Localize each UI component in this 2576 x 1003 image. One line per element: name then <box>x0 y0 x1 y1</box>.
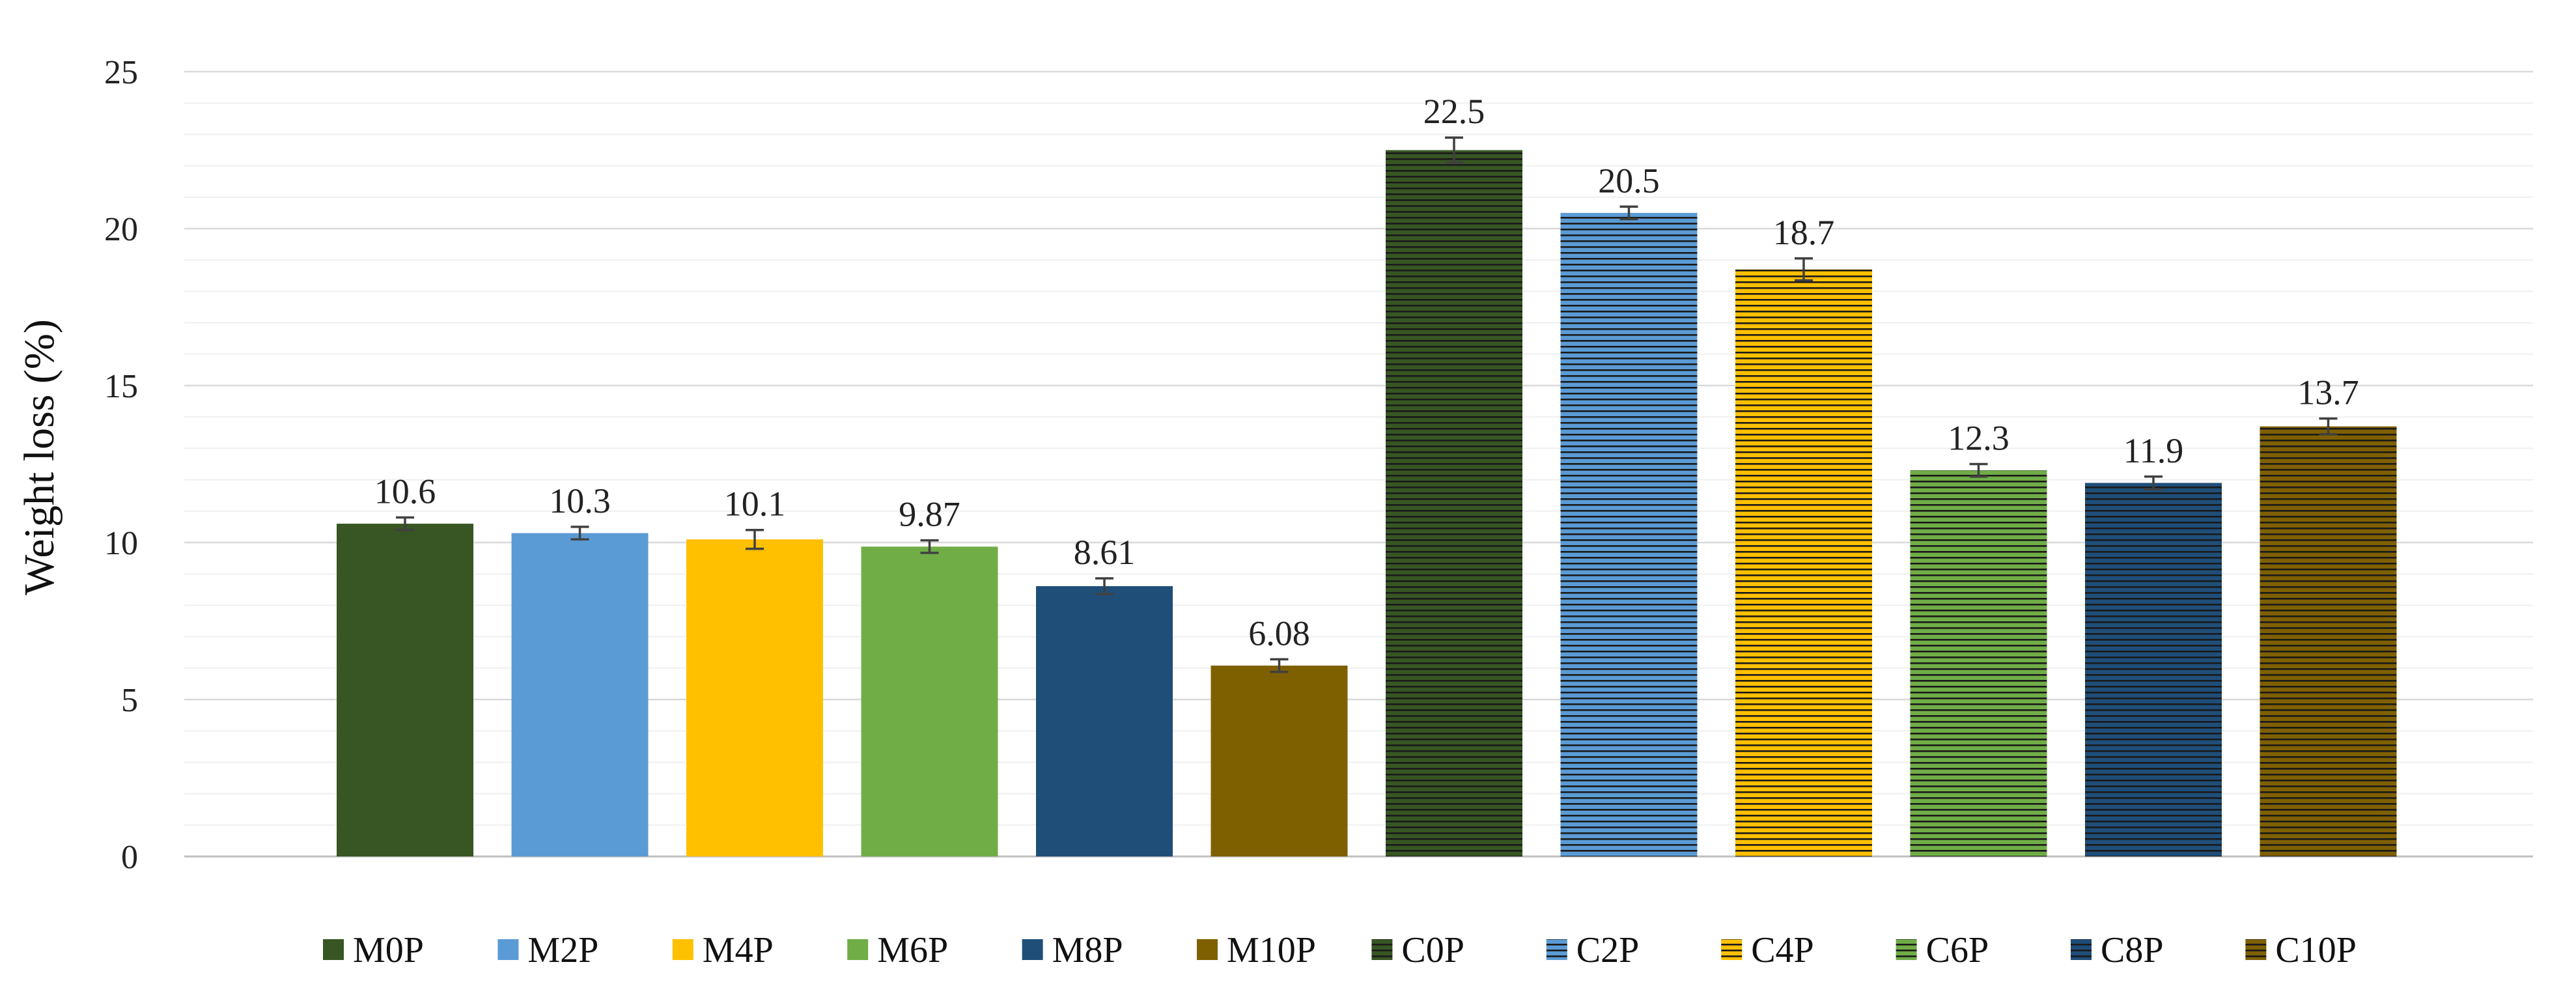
bar-c8p <box>2085 483 2222 856</box>
data-label-m2p: 10.3 <box>549 481 611 520</box>
legend-label: C4P <box>1751 930 1814 970</box>
error-bar-m8p <box>1095 577 1113 595</box>
y-tick-label: 10 <box>104 525 138 562</box>
legend-item-m8p: M8P <box>1022 930 1123 970</box>
error-bar-m2p <box>570 526 589 541</box>
legend-swatch <box>1022 939 1043 960</box>
legend-swatch <box>1546 939 1567 960</box>
legend-label: C2P <box>1576 930 1640 970</box>
data-label-c6p: 12.3 <box>1948 419 2009 458</box>
y-tick-label: 20 <box>104 211 138 248</box>
data-label-c8p: 11.9 <box>2123 431 2184 470</box>
legend-label: M0P <box>353 930 424 970</box>
legend-label: C10P <box>2275 930 2357 970</box>
bar-c10p <box>2260 426 2397 856</box>
data-label-m10p: 6.08 <box>1248 614 1310 653</box>
legend: M0P M2P M4P M6P M8P M10P C0P C2P C4P C6P C8P C10P <box>323 930 2357 970</box>
legend-item-c4p: C4P <box>1721 930 1814 970</box>
y-tick-label: 5 <box>121 682 138 719</box>
bar-m6p <box>861 546 998 856</box>
y-tick-label: 0 <box>121 839 138 876</box>
data-label-m6p: 9.87 <box>899 495 960 534</box>
legend-swatch <box>847 939 869 960</box>
legend-item-m6p: M6P <box>847 930 948 970</box>
error-bar-m0p <box>396 516 414 531</box>
error-bar-m10p <box>1270 658 1289 673</box>
legend-swatch <box>672 939 693 960</box>
bar-m8p <box>1036 586 1173 856</box>
legend-label: C6P <box>1926 930 1989 970</box>
legend-item-m10p: M10P <box>1197 930 1316 970</box>
legend-swatch <box>2071 939 2092 960</box>
legend-label: M6P <box>877 930 948 970</box>
legend-label: C8P <box>2101 930 2164 970</box>
bars <box>337 150 2397 856</box>
data-label-c2p: 20.5 <box>1598 161 1660 200</box>
legend-item-m4p: M4P <box>672 930 774 970</box>
bar-c0p <box>1386 150 1522 856</box>
legend-item-c8p: C8P <box>2071 930 2164 970</box>
error-bar-c10p <box>2319 417 2338 436</box>
bar-m10p <box>1211 665 1348 856</box>
legend-swatch <box>1721 939 1743 960</box>
bar-m4p <box>686 539 823 856</box>
legend-item-m2p: M2P <box>497 930 598 970</box>
legend-swatch <box>1896 939 1917 960</box>
legend-label: M4P <box>703 930 774 970</box>
bar-m2p <box>511 533 649 856</box>
legend-swatch <box>2245 939 2267 960</box>
data-labels: 10.6 10.3 10.1 9.87 8.61 6.08 22.5 20.5 18.7 12.3… <box>374 92 2359 653</box>
error-bar-m6p <box>920 539 939 554</box>
legend-item-c2p: C2P <box>1546 930 1640 970</box>
legend-label: C0P <box>1401 930 1464 970</box>
legend-item-c10p: C10P <box>2245 930 2357 970</box>
data-label-c10p: 13.7 <box>2297 373 2359 412</box>
legend-item-c0p: C0P <box>1371 930 1464 970</box>
legend-item-m0p: M0P <box>323 930 424 970</box>
legend-label: M2P <box>527 930 598 970</box>
legend-swatch <box>323 939 344 960</box>
bar-c2p <box>1560 212 1698 856</box>
legend-label: M8P <box>1052 930 1123 970</box>
y-tick-label: 15 <box>104 368 138 405</box>
legend-item-c6p: C6P <box>1896 930 1989 970</box>
error-bar-m4p <box>746 528 764 550</box>
data-label-c4p: 18.7 <box>1773 213 1835 252</box>
legend-label: M10P <box>1227 930 1316 970</box>
error-bar-c2p <box>1619 205 1638 221</box>
data-label-m8p: 8.61 <box>1074 533 1136 572</box>
y-tick-label: 25 <box>104 54 138 91</box>
legend-swatch <box>1371 939 1393 960</box>
legend-swatch <box>1197 939 1218 960</box>
data-label-c0p: 22.5 <box>1423 92 1485 131</box>
error-bar-c8p <box>2144 475 2163 490</box>
error-bars <box>396 136 2338 673</box>
bar-c4p <box>1735 269 1872 856</box>
data-label-m0p: 10.6 <box>374 472 436 511</box>
legend-swatch <box>497 939 519 960</box>
bar-c6p <box>1910 470 2047 856</box>
bar-m0p <box>337 524 473 856</box>
data-label-m4p: 10.1 <box>724 485 786 524</box>
y-axis-title: Weight loss (%) <box>16 319 63 595</box>
error-bar-c6p <box>1969 462 1988 478</box>
error-bar-c0p <box>1445 136 1463 164</box>
error-bar-c4p <box>1795 257 1813 282</box>
